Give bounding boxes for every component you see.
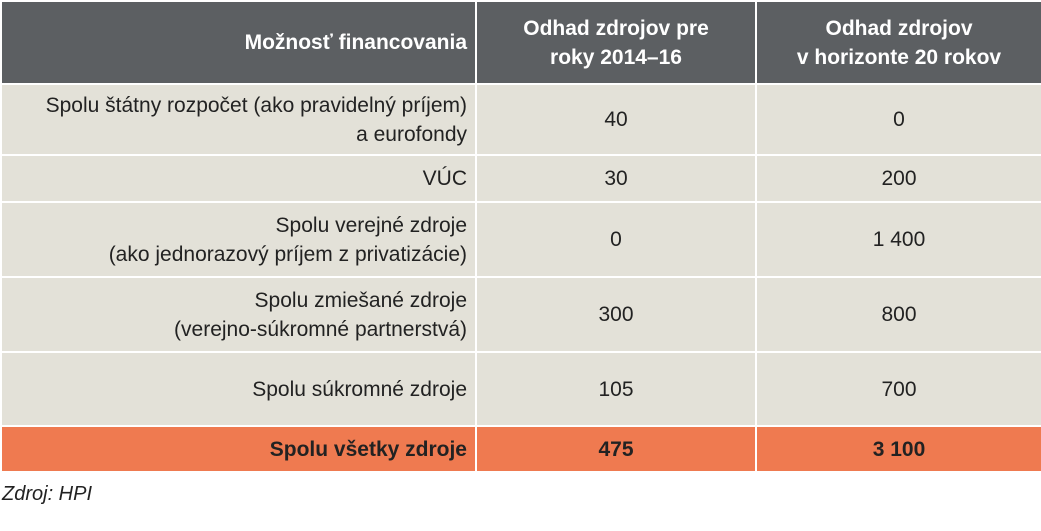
cell: 800 bbox=[755, 276, 1041, 353]
cell: 105 bbox=[475, 351, 757, 427]
cell: VÚC bbox=[0, 154, 477, 203]
cell: 200 bbox=[755, 154, 1041, 203]
cell: 0 bbox=[755, 83, 1041, 156]
cell-text: Odhad zdrojov bbox=[825, 16, 973, 40]
body-row: Spolu súkromné zdroje 105 700 bbox=[0, 351, 1041, 427]
cell-text: 475 bbox=[598, 437, 634, 461]
cell-text: 300 bbox=[598, 303, 634, 326]
funding-table: Možnosť financovania Odhad zdrojov pre rok… bbox=[0, 0, 1041, 473]
cell-text: Spolu štátny rozpočet (ako pravidelný pr… bbox=[45, 93, 467, 117]
cell-text: 800 bbox=[881, 303, 917, 326]
cell: Možnosť financovania bbox=[0, 0, 477, 85]
cell: 3 100 bbox=[755, 425, 1041, 473]
cell-text: 0 bbox=[610, 228, 622, 251]
cell-text: 30 bbox=[604, 167, 628, 190]
cell: 40 bbox=[475, 83, 757, 156]
total-row: Spolu všetky zdroje 475 3 100 bbox=[0, 425, 1041, 473]
cell-text: (verejno-súkromné partnerstvá) bbox=[174, 317, 467, 341]
body-row: VÚC 30 200 bbox=[0, 154, 1041, 203]
cell-text: Spolu všetky zdroje bbox=[269, 437, 467, 461]
cell-text: 700 bbox=[881, 377, 917, 401]
cell: Spolu súkromné zdroje bbox=[0, 351, 477, 427]
cell: 30 bbox=[475, 154, 757, 203]
cell-text: 200 bbox=[881, 167, 917, 190]
body-row: Spolu štátny rozpočet (ako pravidelný pr… bbox=[0, 83, 1041, 156]
cell-text: 3 100 bbox=[872, 437, 926, 461]
header-row: Možnosť financovania Odhad zdrojov pre rok… bbox=[0, 0, 1041, 85]
cell: Odhad zdrojov pre roky 2014–16 bbox=[475, 0, 757, 85]
cell-text: VÚC bbox=[422, 167, 467, 190]
cell: Spolu verejné zdroje (ako jednorazový prí… bbox=[0, 201, 477, 278]
cell-text: 1 400 bbox=[872, 228, 926, 251]
body-row: Spolu zmiešané zdroje (verejno-súkromné p… bbox=[0, 276, 1041, 353]
cell: Spolu zmiešané zdroje (verejno-súkromné p… bbox=[0, 276, 477, 353]
cell: 700 bbox=[755, 351, 1041, 427]
cell-text: 40 bbox=[604, 108, 628, 131]
cell: 300 bbox=[475, 276, 757, 353]
cell-text: Odhad zdrojov pre bbox=[523, 16, 709, 40]
cell-text: a eurofondy bbox=[356, 122, 467, 146]
cell: Spolu štátny rozpočet (ako pravidelný pr… bbox=[0, 83, 477, 156]
cell-text: roky 2014–16 bbox=[550, 45, 682, 69]
cell-text: (ako jednorazový príjem z privatizácie) bbox=[108, 242, 467, 266]
cell-text: Spolu súkromné zdroje bbox=[252, 377, 467, 401]
cell-text: v horizonte 20 rokov bbox=[796, 45, 1002, 69]
cell: 1 400 bbox=[755, 201, 1041, 278]
cell-text: Spolu verejné zdroje bbox=[275, 213, 467, 237]
cell: 475 bbox=[475, 425, 757, 473]
body-row: Spolu verejné zdroje (ako jednorazový prí… bbox=[0, 201, 1041, 278]
source-note: Zdroj: HPI bbox=[2, 483, 93, 505]
cell: 0 bbox=[475, 201, 757, 278]
cell-text: Spolu zmiešané zdroje bbox=[254, 288, 467, 312]
cell-text: 105 bbox=[598, 377, 634, 401]
cell-text: 0 bbox=[893, 108, 905, 131]
cell: Odhad zdrojov v horizonte 20 rokov bbox=[755, 0, 1041, 85]
cell-text: Možnosť financovania bbox=[244, 31, 467, 54]
cell: Spolu všetky zdroje bbox=[0, 425, 477, 473]
